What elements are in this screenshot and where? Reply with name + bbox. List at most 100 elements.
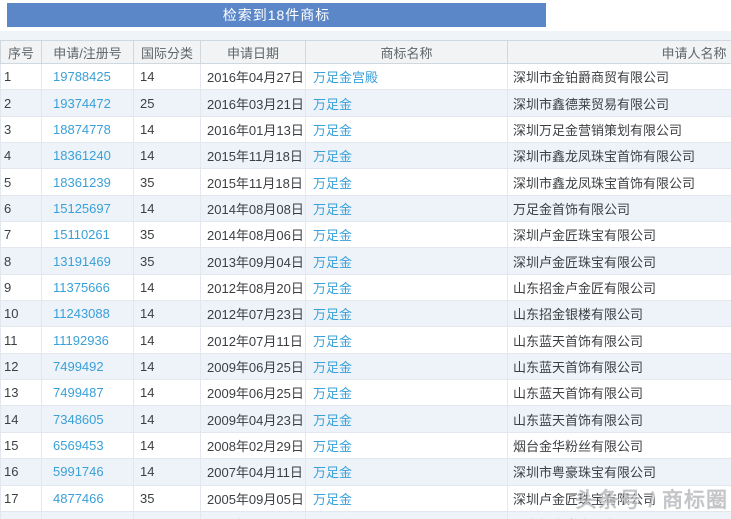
table-header-row: 序号 申请/注册号 国际分类 申请日期 商标名称 申请人名称 (0, 40, 731, 64)
applicant-cell: 深圳卢金匠珠宝有限公司 (507, 247, 731, 275)
applicant-cell: 山东蓝天首饰有限公司 (507, 405, 731, 433)
reg-number-link[interactable]: 11243088 (53, 306, 110, 322)
result-count-banner: 检索到18件商标 (7, 3, 546, 27)
applicant-cell: 深圳市金铂爵商贸有限公司 (507, 62, 731, 91)
trademark-name-link[interactable]: 万足金 (313, 96, 353, 112)
table-row: 11 11192936 14 2012年07月11日 万足金 山东蓝天首饰有限公… (0, 326, 731, 354)
trademark-name-link[interactable]: 万足金 (313, 438, 353, 454)
applicant-cell: 山东蓝天首饰有限公司 (507, 352, 731, 381)
applicant-cell: 深圳万足金营销策划有限公司 (507, 115, 731, 144)
trademark-name-link[interactable]: 万足金 (313, 386, 353, 402)
date-cell: 2009年06月25日 (200, 352, 306, 381)
table-row: 6 15125697 14 2014年08月08日 万足金 万足金首饰有限公司 (0, 194, 731, 223)
reg-number-link[interactable]: 7499492 (53, 358, 104, 374)
date-cell: 2009年04月23日 (200, 405, 306, 433)
trademark-name-link[interactable]: 万足金 (313, 359, 353, 375)
date-cell: 2005年09月05日 (200, 510, 306, 519)
applicant-cell: 山东招金卢金匠有限公司 (507, 273, 731, 302)
serial-cell: 3 (0, 115, 42, 144)
applicant-cell: 深圳卢金匠珠宝有限公司 (507, 484, 731, 512)
class-cell: 14 (133, 405, 201, 433)
table-row: 8 13191469 35 2013年09月04日 万足金 深圳卢金匠珠宝有限公… (0, 247, 731, 275)
serial-cell: 7 (0, 221, 42, 249)
serial-cell: 17 (0, 484, 42, 512)
date-cell: 2012年07月11日 (200, 326, 306, 354)
reg-number-link[interactable]: 18874778 (53, 121, 111, 137)
reg-number-link[interactable]: 15125697 (53, 200, 111, 216)
reg-number-link[interactable]: 7499487 (53, 385, 104, 401)
reg-number-link[interactable]: 5991746 (53, 464, 104, 480)
trademark-name-link[interactable]: 万足金 (313, 280, 353, 296)
table-row: 17 4877466 35 2005年09月05日 万足金 深圳卢金匠珠宝有限公… (0, 484, 731, 512)
class-cell: 14 (133, 352, 201, 381)
table-row: 10 11243088 14 2012年07月23日 万足金 山东招金银楼有限公… (0, 300, 731, 328)
trademark-name-link[interactable]: 万足金 (313, 491, 353, 507)
class-cell: 14 (133, 194, 201, 223)
class-cell: 14 (133, 273, 201, 302)
trademark-name-link[interactable]: 万足金 (313, 149, 353, 165)
serial-cell: 11 (0, 326, 42, 354)
table-row: 3 18874778 14 2016年01月13日 万足金 深圳万足金营销策划有… (0, 115, 731, 144)
trademark-name-link[interactable]: 万足金宫殿 (313, 70, 379, 86)
reg-number-link[interactable]: 11192936 (53, 332, 109, 348)
serial-cell: 10 (0, 300, 42, 328)
table-row: 12 7499492 14 2009年06月25日 万足金 山东蓝天首饰有限公司 (0, 352, 731, 381)
class-cell: 35 (133, 484, 201, 512)
reg-number-link[interactable]: 19788425 (53, 69, 111, 85)
table-row: 16 5991746 14 2007年04月11日 万足金 深圳市粤豪珠宝有限公… (0, 458, 731, 486)
serial-cell: 12 (0, 352, 42, 381)
trademark-name-link[interactable]: 万足金 (313, 254, 353, 270)
applicant-cell: 深圳市鑫龙凤珠宝首饰有限公司 (507, 168, 731, 196)
table-row: 7 15110261 35 2014年08月06日 万足金 深圳卢金匠珠宝有限公… (0, 221, 731, 249)
trademark-name-link[interactable]: 万足金 (313, 175, 353, 191)
class-cell: 14 (133, 431, 201, 460)
applicant-cell: 万足金首饰有限公司 (507, 194, 731, 223)
reg-number-link[interactable]: 6569453 (53, 437, 104, 453)
results-table-container: 序号 申请/注册号 国际分类 申请日期 商标名称 申请人名称 1 1978842… (0, 40, 731, 519)
trademark-name-link[interactable]: 万足金 (313, 228, 353, 244)
date-cell: 2007年04月11日 (200, 458, 306, 486)
date-cell: 2015年11月18日 (200, 168, 306, 196)
date-cell: 2009年06月25日 (200, 379, 306, 407)
class-cell: 35 (133, 247, 201, 275)
table-row: 13 7499487 14 2009年06月25日 万足金 山东蓝天首饰有限公司 (0, 379, 731, 407)
class-cell: 14 (133, 142, 201, 170)
col-header-serial: 序号 (0, 40, 42, 64)
serial-cell: 8 (0, 247, 42, 275)
reg-number-link[interactable]: 13191469 (53, 253, 111, 269)
class-cell: 14 (133, 115, 201, 144)
serial-cell: 4 (0, 142, 42, 170)
trademark-name-link[interactable]: 万足金 (313, 307, 353, 323)
date-cell: 2012年08月20日 (200, 273, 306, 302)
applicant-cell: 山东蓝天首饰有限公司 (507, 379, 731, 407)
reg-number-link[interactable]: 15110261 (53, 227, 110, 243)
applicant-cell: 深圳卢金匠珠宝有限公司 (507, 221, 731, 249)
col-header-name: 商标名称 (305, 40, 508, 64)
reg-number-link[interactable]: 19374472 (53, 95, 111, 111)
class-cell: 35 (133, 168, 201, 196)
trademark-name-link[interactable]: 万足金 (313, 122, 353, 138)
reg-number-link[interactable]: 18361240 (53, 148, 111, 164)
trademark-name-link[interactable]: 万足金 (313, 333, 353, 349)
reg-number-link[interactable]: 4877465 (53, 517, 104, 519)
trademark-name-link[interactable]: 万足金 (313, 412, 353, 428)
trademark-name-link[interactable]: 万足金 (313, 465, 353, 481)
col-header-class: 国际分类 (133, 40, 201, 64)
reg-number-link[interactable]: 11375666 (53, 279, 110, 295)
class-cell: 35 (133, 221, 201, 249)
class-cell: 14 (133, 326, 201, 354)
reg-number-link[interactable]: 7348605 (53, 411, 104, 427)
reg-number-link[interactable]: 18361239 (53, 174, 111, 190)
serial-cell: 6 (0, 194, 42, 223)
table-row: 2 19374472 25 2016年03月21日 万足金 深圳市鑫德莱贸易有限… (0, 89, 731, 117)
col-header-date: 申请日期 (200, 40, 306, 64)
serial-cell: 9 (0, 273, 42, 302)
date-cell: 2008年02月29日 (200, 431, 306, 460)
reg-number-link[interactable]: 4877466 (53, 490, 104, 506)
date-cell: 2016年04月27日 (200, 62, 306, 91)
serial-cell: 2 (0, 89, 42, 117)
trademark-name-link[interactable]: 万足金 (313, 201, 353, 217)
class-cell: 25 (133, 89, 201, 117)
serial-cell: 14 (0, 405, 42, 433)
table-row: 5 18361239 35 2015年11月18日 万足金 深圳市鑫龙凤珠宝首饰… (0, 168, 731, 196)
